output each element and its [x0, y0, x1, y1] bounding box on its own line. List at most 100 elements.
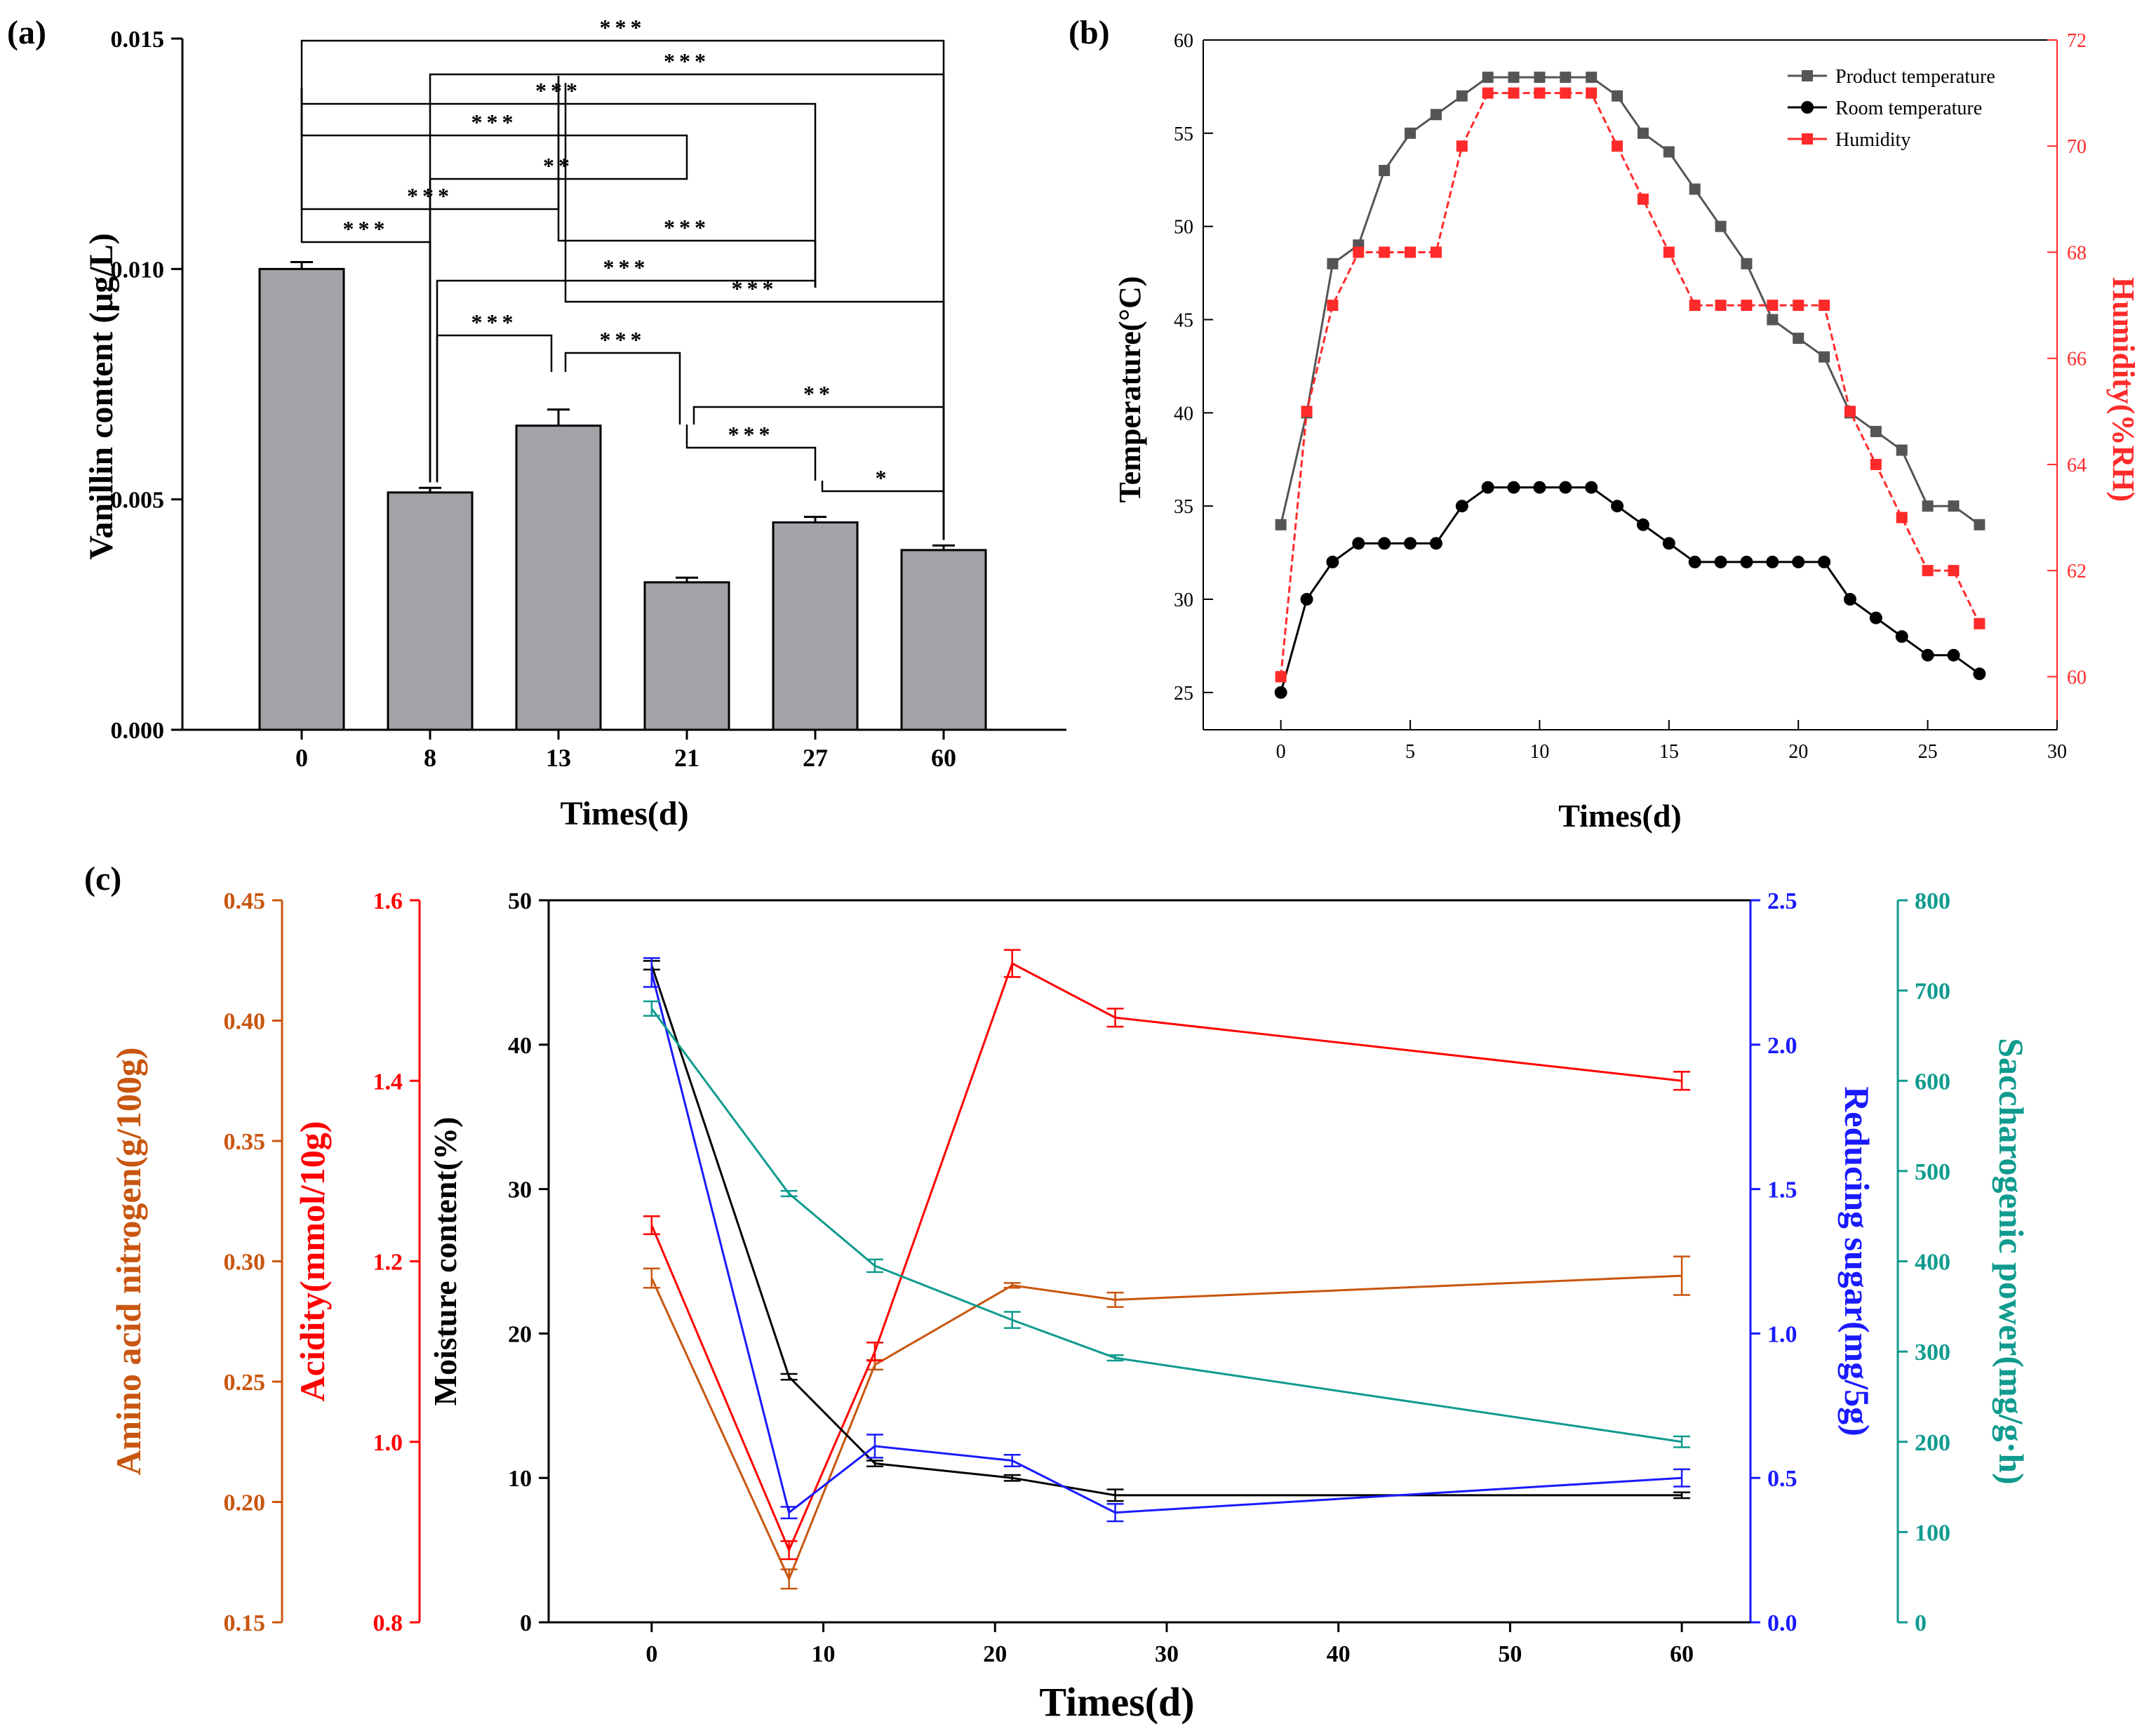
c-y-tick-label: 50	[508, 888, 532, 914]
c-y-tick-label: 1.0	[373, 1430, 403, 1456]
b-y-tick-label: 40	[1174, 403, 1193, 425]
b-point	[1274, 686, 1287, 699]
b-point	[1379, 164, 1391, 176]
b-point	[1533, 481, 1546, 494]
b-point	[1741, 258, 1753, 269]
c-y-tick-label: 0.0	[1767, 1610, 1797, 1636]
b-x-tick-label: 5	[1405, 741, 1415, 763]
b-point	[1379, 246, 1391, 258]
b-point	[1508, 87, 1520, 99]
panel-b-tag: (b)	[1069, 14, 1110, 51]
c-y-tick-label: 0.15	[224, 1610, 266, 1636]
b-y-tick-label: 55	[1174, 123, 1193, 145]
b-point	[1948, 565, 1960, 577]
b-point	[1507, 481, 1520, 494]
b-point	[1715, 300, 1727, 312]
panel-c-chart: 0.15 0.20 0.25 0.30 0.35 0.40 0.45 Amino acid n…	[109, 888, 2031, 1667]
b-point	[1689, 183, 1701, 195]
c-x-tick-label: 40	[1327, 1641, 1351, 1667]
a-y-tick-label: 0.005	[111, 488, 165, 514]
a-bar	[387, 491, 474, 731]
c-axis-label-sacch: Saccharogenic power(mg/g·h)	[1992, 1038, 2031, 1485]
b-point	[1922, 500, 1934, 512]
c-axis-label-sugar: Reducing sugar(mg/5g)	[1837, 1086, 1877, 1436]
b-point	[1430, 246, 1442, 258]
a-significance-label: ***	[535, 78, 582, 103]
b-point	[1973, 667, 1986, 681]
a-y-tick-label: 0.015	[111, 27, 165, 53]
c-series-line	[650, 961, 1682, 1553]
b-point	[1456, 140, 1468, 152]
a-x-tick-label: 60	[931, 744, 956, 772]
c-y-tick-label: 0.5	[1767, 1466, 1797, 1492]
c-y-tick-label: 30	[508, 1177, 532, 1203]
a-significance-label: ***	[471, 309, 518, 335]
b-point	[1843, 593, 1856, 606]
b-x-tick-label: 0	[1276, 741, 1286, 763]
b-point	[1974, 617, 1986, 629]
a-bar	[258, 267, 345, 731]
b-point	[1585, 481, 1598, 494]
c-axis-label-amino: Amino acid nitrogen(g/100g)	[109, 1047, 148, 1475]
c-y-tick-label: 20	[508, 1321, 532, 1347]
c-y-tick-label: 0.35	[224, 1129, 266, 1155]
b-series-line	[1280, 76, 1981, 526]
b-point	[1534, 87, 1546, 99]
panel-a-ylabel: Vanillin content (μg/L)	[83, 233, 120, 560]
c-y-tick-label: 0	[1915, 1610, 1927, 1636]
c-y-tick-label: 600	[1915, 1069, 1950, 1095]
b-y-tick-label: 45	[1174, 310, 1193, 332]
c-y-tick-label: 0.45	[224, 888, 266, 914]
b-point	[1818, 555, 1831, 568]
b-x-tick-label: 15	[1659, 741, 1679, 763]
b-point	[1715, 220, 1727, 232]
b-point	[1767, 300, 1779, 312]
c-y-tick-label: 10	[508, 1466, 532, 1492]
b-point	[1300, 593, 1313, 606]
b-point	[1275, 671, 1287, 683]
c-y-tick-label: 500	[1915, 1159, 1950, 1185]
b-y-tick-label: 30	[1174, 589, 1193, 611]
c-y-tick-label: 1.6	[373, 888, 403, 914]
b-point	[1508, 72, 1520, 84]
b-point	[1714, 555, 1727, 568]
b-point	[1792, 555, 1805, 568]
b-legend-marker	[1802, 70, 1813, 81]
b-point	[1637, 193, 1649, 205]
b-point	[1327, 300, 1339, 312]
b-point	[1560, 72, 1572, 84]
c-x-tick-label: 10	[812, 1641, 836, 1667]
b-point	[1689, 300, 1701, 312]
b-y-tick-label-right: 68	[2067, 242, 2087, 264]
b-point	[1378, 537, 1391, 550]
c-y-tick-label: 2.0	[1767, 1033, 1797, 1059]
b-y-tick-label: 25	[1174, 683, 1193, 705]
b-series-line	[1280, 486, 1981, 693]
a-significance-label: ***	[600, 327, 646, 352]
c-y-tick-label: 0	[520, 1610, 532, 1636]
b-point	[1741, 300, 1753, 312]
b-point	[1301, 406, 1313, 418]
panel-a-xlabel: Times(d)	[560, 795, 688, 832]
a-significance-bracket	[436, 334, 553, 483]
c-y-tick-label: 0.8	[373, 1610, 403, 1636]
a-significance-bracket	[300, 88, 431, 483]
b-point	[1819, 300, 1830, 312]
b-point	[1430, 109, 1442, 121]
a-bar	[515, 425, 602, 731]
b-y-tick-label-right: 62	[2067, 561, 2087, 582]
c-y-tick-label: 0.30	[224, 1250, 266, 1276]
c-y-tick-label: 1.5	[1767, 1177, 1797, 1203]
c-y-tick-label: 0.40	[224, 1009, 266, 1035]
panel-c-xlabel: Times(d)	[1039, 1679, 1194, 1725]
b-point	[1586, 72, 1598, 84]
b-point	[1404, 537, 1417, 550]
b-point	[1793, 333, 1805, 345]
b-series-line	[1280, 92, 1981, 677]
c-x-tick-label: 50	[1498, 1641, 1522, 1667]
a-significance-bracket	[821, 481, 945, 495]
a-y-tick-label: 0.010	[111, 257, 165, 283]
c-y-tick-label: 800	[1915, 888, 1950, 914]
b-point	[1326, 555, 1339, 568]
a-significance-label: ***	[471, 109, 518, 135]
